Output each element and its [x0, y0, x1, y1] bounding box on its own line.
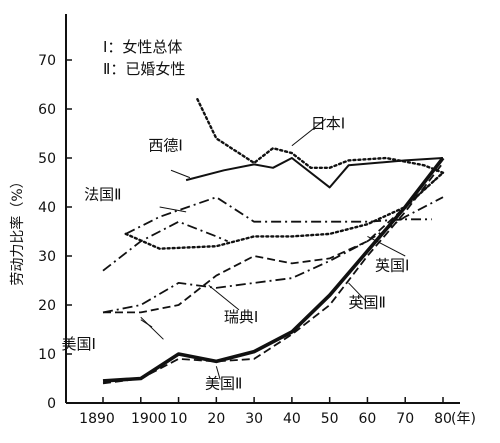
x-tick-label: 70 — [396, 411, 414, 427]
x-tick-label: 1890 — [79, 411, 115, 427]
series-line — [103, 172, 444, 314]
label-leader — [159, 206, 187, 213]
series-line — [185, 157, 444, 189]
legend-entry: Ⅱ：已婚女性 — [103, 60, 185, 78]
x-tick-label: 20 — [207, 411, 225, 427]
legend: Ⅰ：女性总体 Ⅱ：已婚女性 — [103, 38, 185, 78]
series-label: 瑞典Ⅰ — [224, 308, 258, 326]
series-label: 美国Ⅰ — [61, 335, 95, 353]
x-tick-label: 80 — [434, 411, 452, 427]
series-label: 英国Ⅰ — [375, 257, 409, 275]
y-axis-label: 劳动力比率（%） — [9, 174, 26, 285]
x-axis-label: (年) — [451, 411, 476, 427]
x-tick-label: 1900 — [131, 411, 167, 427]
x-tick-label: 30 — [245, 411, 263, 427]
y-tick-label: 10 — [38, 347, 56, 363]
y-tick-label: 30 — [38, 249, 56, 265]
label-leader — [367, 235, 406, 257]
y-tick-label: 50 — [38, 151, 56, 167]
label-leader — [170, 169, 191, 179]
label-leader — [140, 316, 164, 340]
y-tick-label: 20 — [38, 298, 56, 314]
legend-entry: Ⅰ：女性总体 — [103, 38, 182, 56]
y-tick-label: 0 — [47, 396, 56, 412]
series-label: 法国Ⅱ — [84, 186, 121, 204]
series-line — [102, 156, 445, 383]
series-line — [102, 220, 229, 272]
x-tick-label: 10 — [170, 411, 188, 427]
series-label: 美国Ⅱ — [205, 374, 242, 392]
label-leader — [291, 118, 327, 147]
series-line — [102, 196, 444, 314]
y-tick-label: 70 — [38, 53, 56, 69]
series-lines — [102, 98, 445, 385]
series-label: 西德Ⅰ — [148, 137, 182, 155]
x-tick-label: 40 — [283, 411, 301, 427]
label-leader — [208, 285, 240, 311]
label-leader — [348, 282, 368, 303]
y-tick-label: 60 — [38, 102, 56, 118]
x-tick-label: 60 — [359, 411, 377, 427]
label-leader — [215, 366, 221, 380]
axes — [65, 14, 460, 404]
series-label: 日本Ⅰ — [311, 115, 345, 133]
series-line — [196, 98, 445, 174]
y-tick-label: 40 — [38, 200, 56, 216]
series-line — [124, 171, 445, 250]
series-line — [102, 162, 444, 385]
x-tick-label: 50 — [321, 411, 339, 427]
